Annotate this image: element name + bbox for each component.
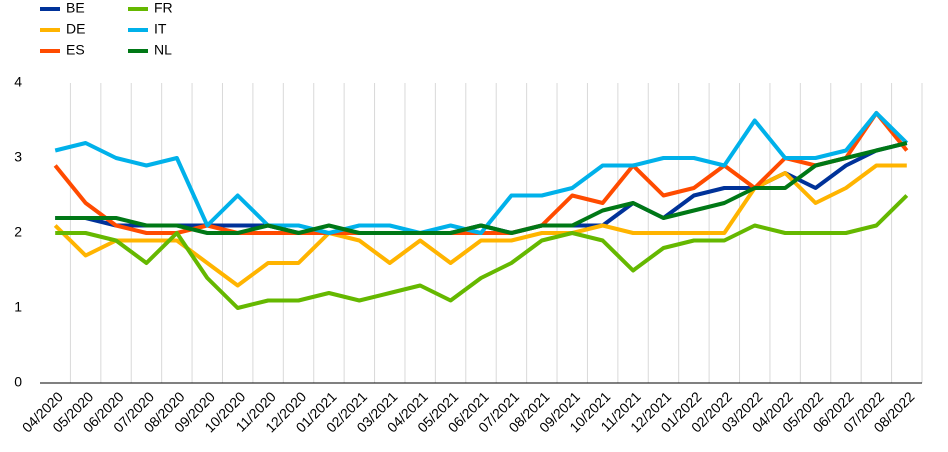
line <box>55 194 909 310</box>
legend-label: NL <box>154 42 172 58</box>
line <box>54 111 909 235</box>
y-tick-label: 2 <box>14 224 22 240</box>
y-tick-label: 0 <box>14 374 22 390</box>
line <box>53 163 907 288</box>
line <box>55 141 908 235</box>
y-tick-label: 3 <box>14 149 22 165</box>
y-tick-label: 4 <box>14 74 22 90</box>
legend-label: IT <box>154 21 167 37</box>
legend-label: ES <box>66 42 85 58</box>
legend-label: DE <box>66 21 85 37</box>
y-tick-label: 1 <box>14 299 22 315</box>
legend-label: FR <box>154 0 173 16</box>
legend-label: BE <box>66 0 85 16</box>
